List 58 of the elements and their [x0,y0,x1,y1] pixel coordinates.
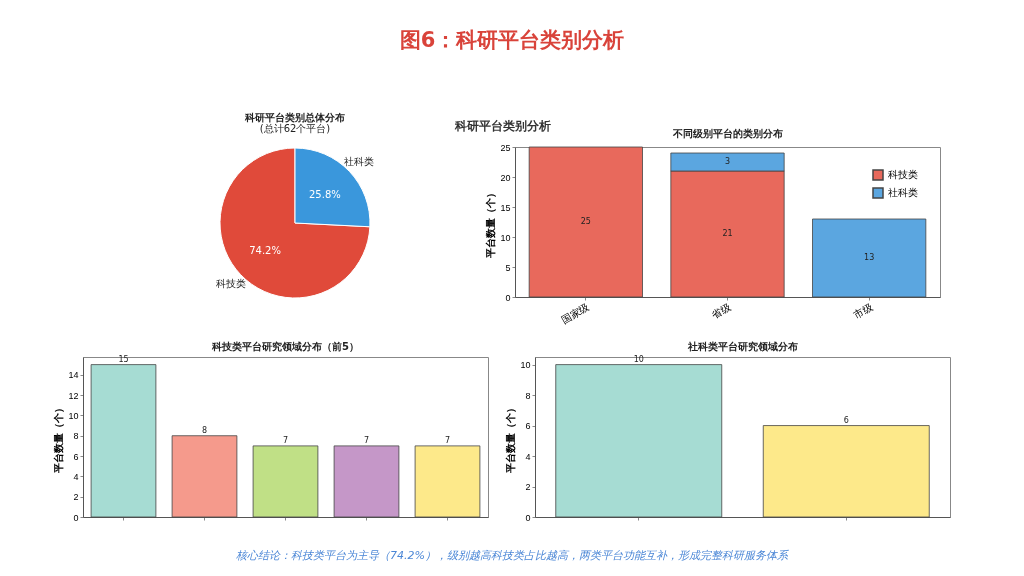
y-tick-label: 0 [525,512,531,523]
slice-label: 科技类 [215,277,246,289]
data-label: 25 [580,217,591,226]
x-tick-label: 国家级 [559,301,591,327]
data-label: 74.2% [249,245,281,257]
x-tick-label: 省级 [709,301,733,322]
y-tick-label: 5 [505,262,511,273]
y-tick-label: 10 [500,232,511,243]
y-tick-label: 8 [525,390,531,401]
chart-title: 社科类平台研究领域分布 [686,340,798,352]
data-label: 3 [724,157,731,166]
x-tick-label: 市级 [851,301,875,322]
data-label: 7 [363,435,370,445]
y-tick-label: 6 [525,421,531,432]
y-tick-label: 25 [500,142,511,153]
bar [252,445,319,518]
bar [414,445,481,518]
chart-subtitle: (总计62个平台) [259,123,331,134]
y-axis-title: 平台数量（个） [53,402,65,474]
y-tick-label: 0 [505,292,511,303]
data-label: 15 [118,354,129,364]
y-tick-label: 6 [73,451,79,462]
slice-label: 社科类 [344,156,375,168]
bar [171,435,238,518]
bar [812,218,927,298]
data-label: 25.8% [309,188,341,200]
data-label: 13 [864,253,875,262]
y-tick-label: 4 [73,471,79,482]
data-label: 10 [633,354,644,364]
y-tick-label: 10 [68,410,79,421]
bar [333,445,400,518]
data-label: 7 [282,435,289,445]
data-label: 6 [843,415,849,425]
data-label: 8 [201,425,208,435]
data-label: 21 [722,229,733,238]
data-label: 7 [444,435,451,445]
bar [528,146,643,298]
y-axis-title: 平台数量（个） [485,187,497,259]
y-tick-label: 2 [525,482,531,493]
y-tick-label: 10 [520,360,531,371]
chart-title: 科研平台类别总体分布 [244,112,345,123]
y-tick-label: 15 [500,202,511,213]
y-tick-label: 2 [73,492,79,503]
legend-label: 社科类 [888,187,918,198]
y-tick-label: 20 [500,172,511,183]
legend-label: 科技类 [888,169,918,180]
y-tick-label: 14 [68,370,79,381]
chart-title: 科技类平台研究领域分布（前5） [211,340,359,352]
y-tick-label: 8 [73,431,79,442]
chart-title: 不同级别平台的类别分布 [671,128,783,139]
y-tick-label: 4 [525,451,531,462]
text: 科研平台类别分析 [455,118,551,135]
y-tick-label: 0 [73,512,79,523]
text: 图6：科研平台类别分析 [398,27,626,54]
y-axis-title: 平台数量（个） [505,402,517,474]
text: 核心结论：科技类平台为主导（74.2%），级别越高科技类占比越高，两类平台功能互补，形成完整科研服务体系 [235,548,790,563]
bar [90,364,157,518]
y-tick-label: 12 [68,390,79,401]
